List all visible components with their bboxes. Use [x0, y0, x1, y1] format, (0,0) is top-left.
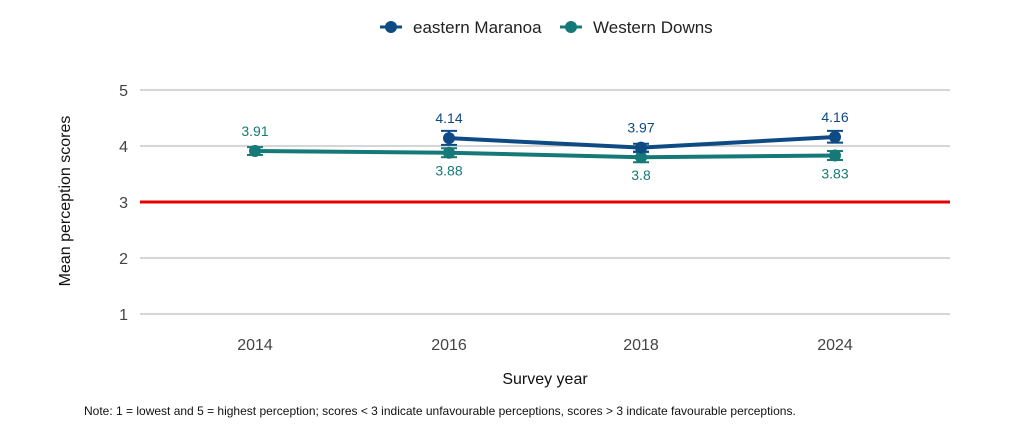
data-label: 3.88	[435, 163, 462, 179]
data-label: 4.14	[435, 110, 462, 126]
x-tick-label: 2014	[237, 337, 273, 354]
y-axis-ticks: 1 2 3 4 5	[119, 83, 128, 324]
y-tick-label: 3	[119, 195, 128, 212]
series-western-downs: 3.91 3.88 3.8 3.83	[241, 123, 848, 183]
x-tick-label: 2024	[817, 337, 853, 354]
data-point	[635, 151, 647, 164]
legend: eastern Maranoa Western Downs	[380, 18, 713, 37]
y-tick-label: 4	[119, 139, 128, 156]
data-label: 4.16	[821, 109, 848, 125]
x-tick-label: 2018	[623, 337, 659, 354]
data-point	[829, 149, 841, 162]
x-axis-label: Survey year	[502, 371, 588, 388]
y-axis-label: Mean perception scores	[57, 116, 74, 287]
legend-marker	[385, 21, 397, 33]
data-point	[635, 141, 647, 154]
legend-label: Western Downs	[593, 18, 713, 37]
data-label: 3.8	[631, 167, 651, 183]
chart-note: Note: 1 = lowest and 5 = highest percept…	[84, 404, 796, 418]
data-label: 3.97	[627, 120, 654, 136]
y-tick-label: 1	[119, 307, 128, 324]
data-point	[443, 132, 455, 145]
data-label: 3.91	[241, 123, 268, 139]
data-label: 3.83	[821, 166, 848, 182]
series-eastern-maranoa: 4.14 3.97 4.16	[435, 109, 849, 154]
legend-label: eastern Maranoa	[413, 18, 542, 37]
series-line	[254, 149, 836, 160]
y-tick-label: 5	[119, 83, 128, 100]
y-tick-label: 2	[119, 251, 128, 268]
x-tick-label: 2016	[431, 337, 467, 354]
x-axis-ticks: 2014 2016 2018 2024	[237, 337, 853, 354]
series-group: 3.91 3.88 3.8 3.83 4.14 3.97 4.16	[241, 109, 848, 183]
data-point	[829, 131, 841, 144]
legend-marker	[565, 21, 577, 33]
data-point	[249, 145, 261, 158]
data-point	[443, 146, 455, 159]
